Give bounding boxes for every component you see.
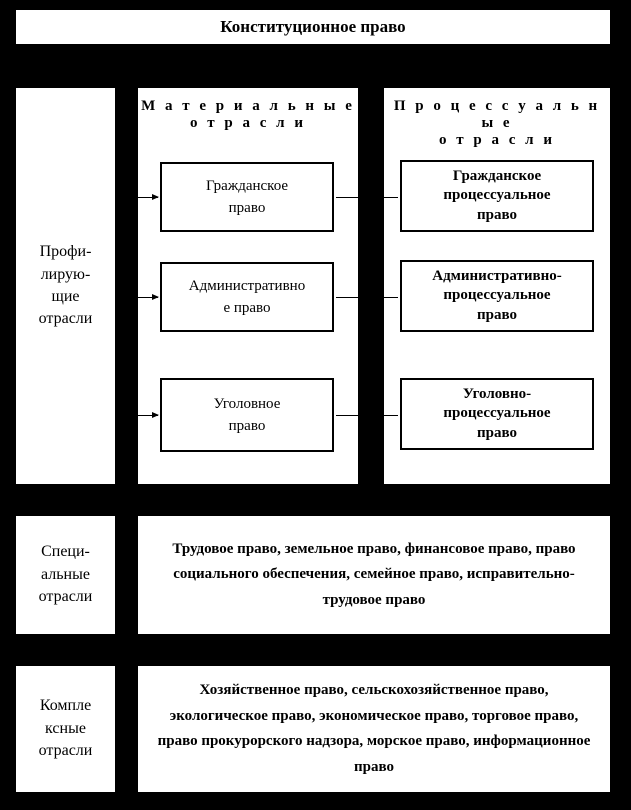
procedural-item-1-line3: право bbox=[477, 206, 517, 226]
side-label-profiling-line1: Профи- bbox=[40, 241, 92, 263]
side-label-special-line1: Специ- bbox=[41, 541, 90, 563]
material-item-2: Административно е право bbox=[160, 262, 334, 332]
line-mat-proc-3 bbox=[336, 415, 398, 416]
column-material-header: М а т е р и а л ь н ы е о т р а с л и bbox=[138, 98, 358, 132]
procedural-item-1-line1: Гражданское bbox=[453, 167, 541, 187]
material-item-2-line2: е право bbox=[223, 297, 270, 320]
column-material-header-line1: М а т е р и а л ь н ы е bbox=[138, 98, 358, 115]
side-label-special-line3: отрасли bbox=[39, 586, 93, 608]
procedural-item-1: Гражданское процессуальное право bbox=[400, 160, 594, 232]
material-item-3: Уголовное право bbox=[160, 378, 334, 452]
title-box: Конституционное право bbox=[14, 8, 612, 46]
title-text: Конституционное право bbox=[220, 16, 405, 38]
side-label-complex-line2: ксные bbox=[45, 718, 86, 740]
material-item-2-line1: Административно bbox=[189, 275, 305, 298]
arrow-to-material-1 bbox=[119, 197, 158, 198]
column-procedural-header-line1: П р о ц е с с у а л ь н ы е bbox=[384, 98, 610, 132]
procedural-item-2: Административно- процессуальное право bbox=[400, 260, 594, 332]
procedural-item-3-line3: право bbox=[477, 424, 517, 444]
procedural-item-3-line1: Уголовно- bbox=[463, 385, 531, 405]
material-item-1-line2: право bbox=[229, 197, 266, 220]
material-item-3-line1: Уголовное bbox=[214, 393, 281, 416]
procedural-item-2-line1: Административно- bbox=[432, 267, 561, 287]
procedural-item-2-line3: право bbox=[477, 306, 517, 326]
side-label-special: Специ- альные отрасли bbox=[14, 514, 117, 636]
procedural-item-3: Уголовно- процессуальное право bbox=[400, 378, 594, 450]
side-label-complex-line3: отрасли bbox=[39, 740, 93, 762]
special-content-box: Трудовое право, земельное право, финансо… bbox=[136, 514, 612, 636]
side-label-special-line2: альные bbox=[41, 564, 90, 586]
material-item-1-line1: Гражданское bbox=[206, 175, 288, 198]
material-item-3-line2: право bbox=[229, 415, 266, 438]
line-mat-proc-2 bbox=[336, 297, 398, 298]
column-procedural-header: П р о ц е с с у а л ь н ы е о т р а с л … bbox=[384, 98, 610, 149]
arrow-to-material-2 bbox=[119, 297, 158, 298]
column-material-header-line2: о т р а с л и bbox=[138, 115, 358, 132]
side-label-profiling-line3: щие bbox=[52, 286, 80, 308]
special-content-text: Трудовое право, земельное право, финансо… bbox=[138, 527, 610, 624]
side-label-profiling-line4: отрасли bbox=[39, 308, 93, 330]
complex-content-box: Хозяйственное право, сельскохозяйственно… bbox=[136, 664, 612, 794]
procedural-item-3-line2: процессуальное bbox=[443, 404, 550, 424]
material-item-1: Гражданское право bbox=[160, 162, 334, 232]
line-mat-proc-1 bbox=[336, 197, 398, 198]
procedural-item-2-line2: процессуальное bbox=[443, 286, 550, 306]
side-label-profiling-line2: лирую- bbox=[41, 264, 91, 286]
side-label-complex-line1: Компле bbox=[40, 695, 91, 717]
complex-content-text: Хозяйственное право, сельскохозяйственно… bbox=[138, 668, 610, 790]
side-label-profiling: Профи- лирую- щие отрасли bbox=[14, 86, 117, 486]
side-label-complex: Компле ксные отрасли bbox=[14, 664, 117, 794]
procedural-item-1-line2: процессуальное bbox=[443, 186, 550, 206]
column-procedural-header-line2: о т р а с л и bbox=[384, 132, 610, 149]
arrow-to-material-3 bbox=[119, 415, 158, 416]
